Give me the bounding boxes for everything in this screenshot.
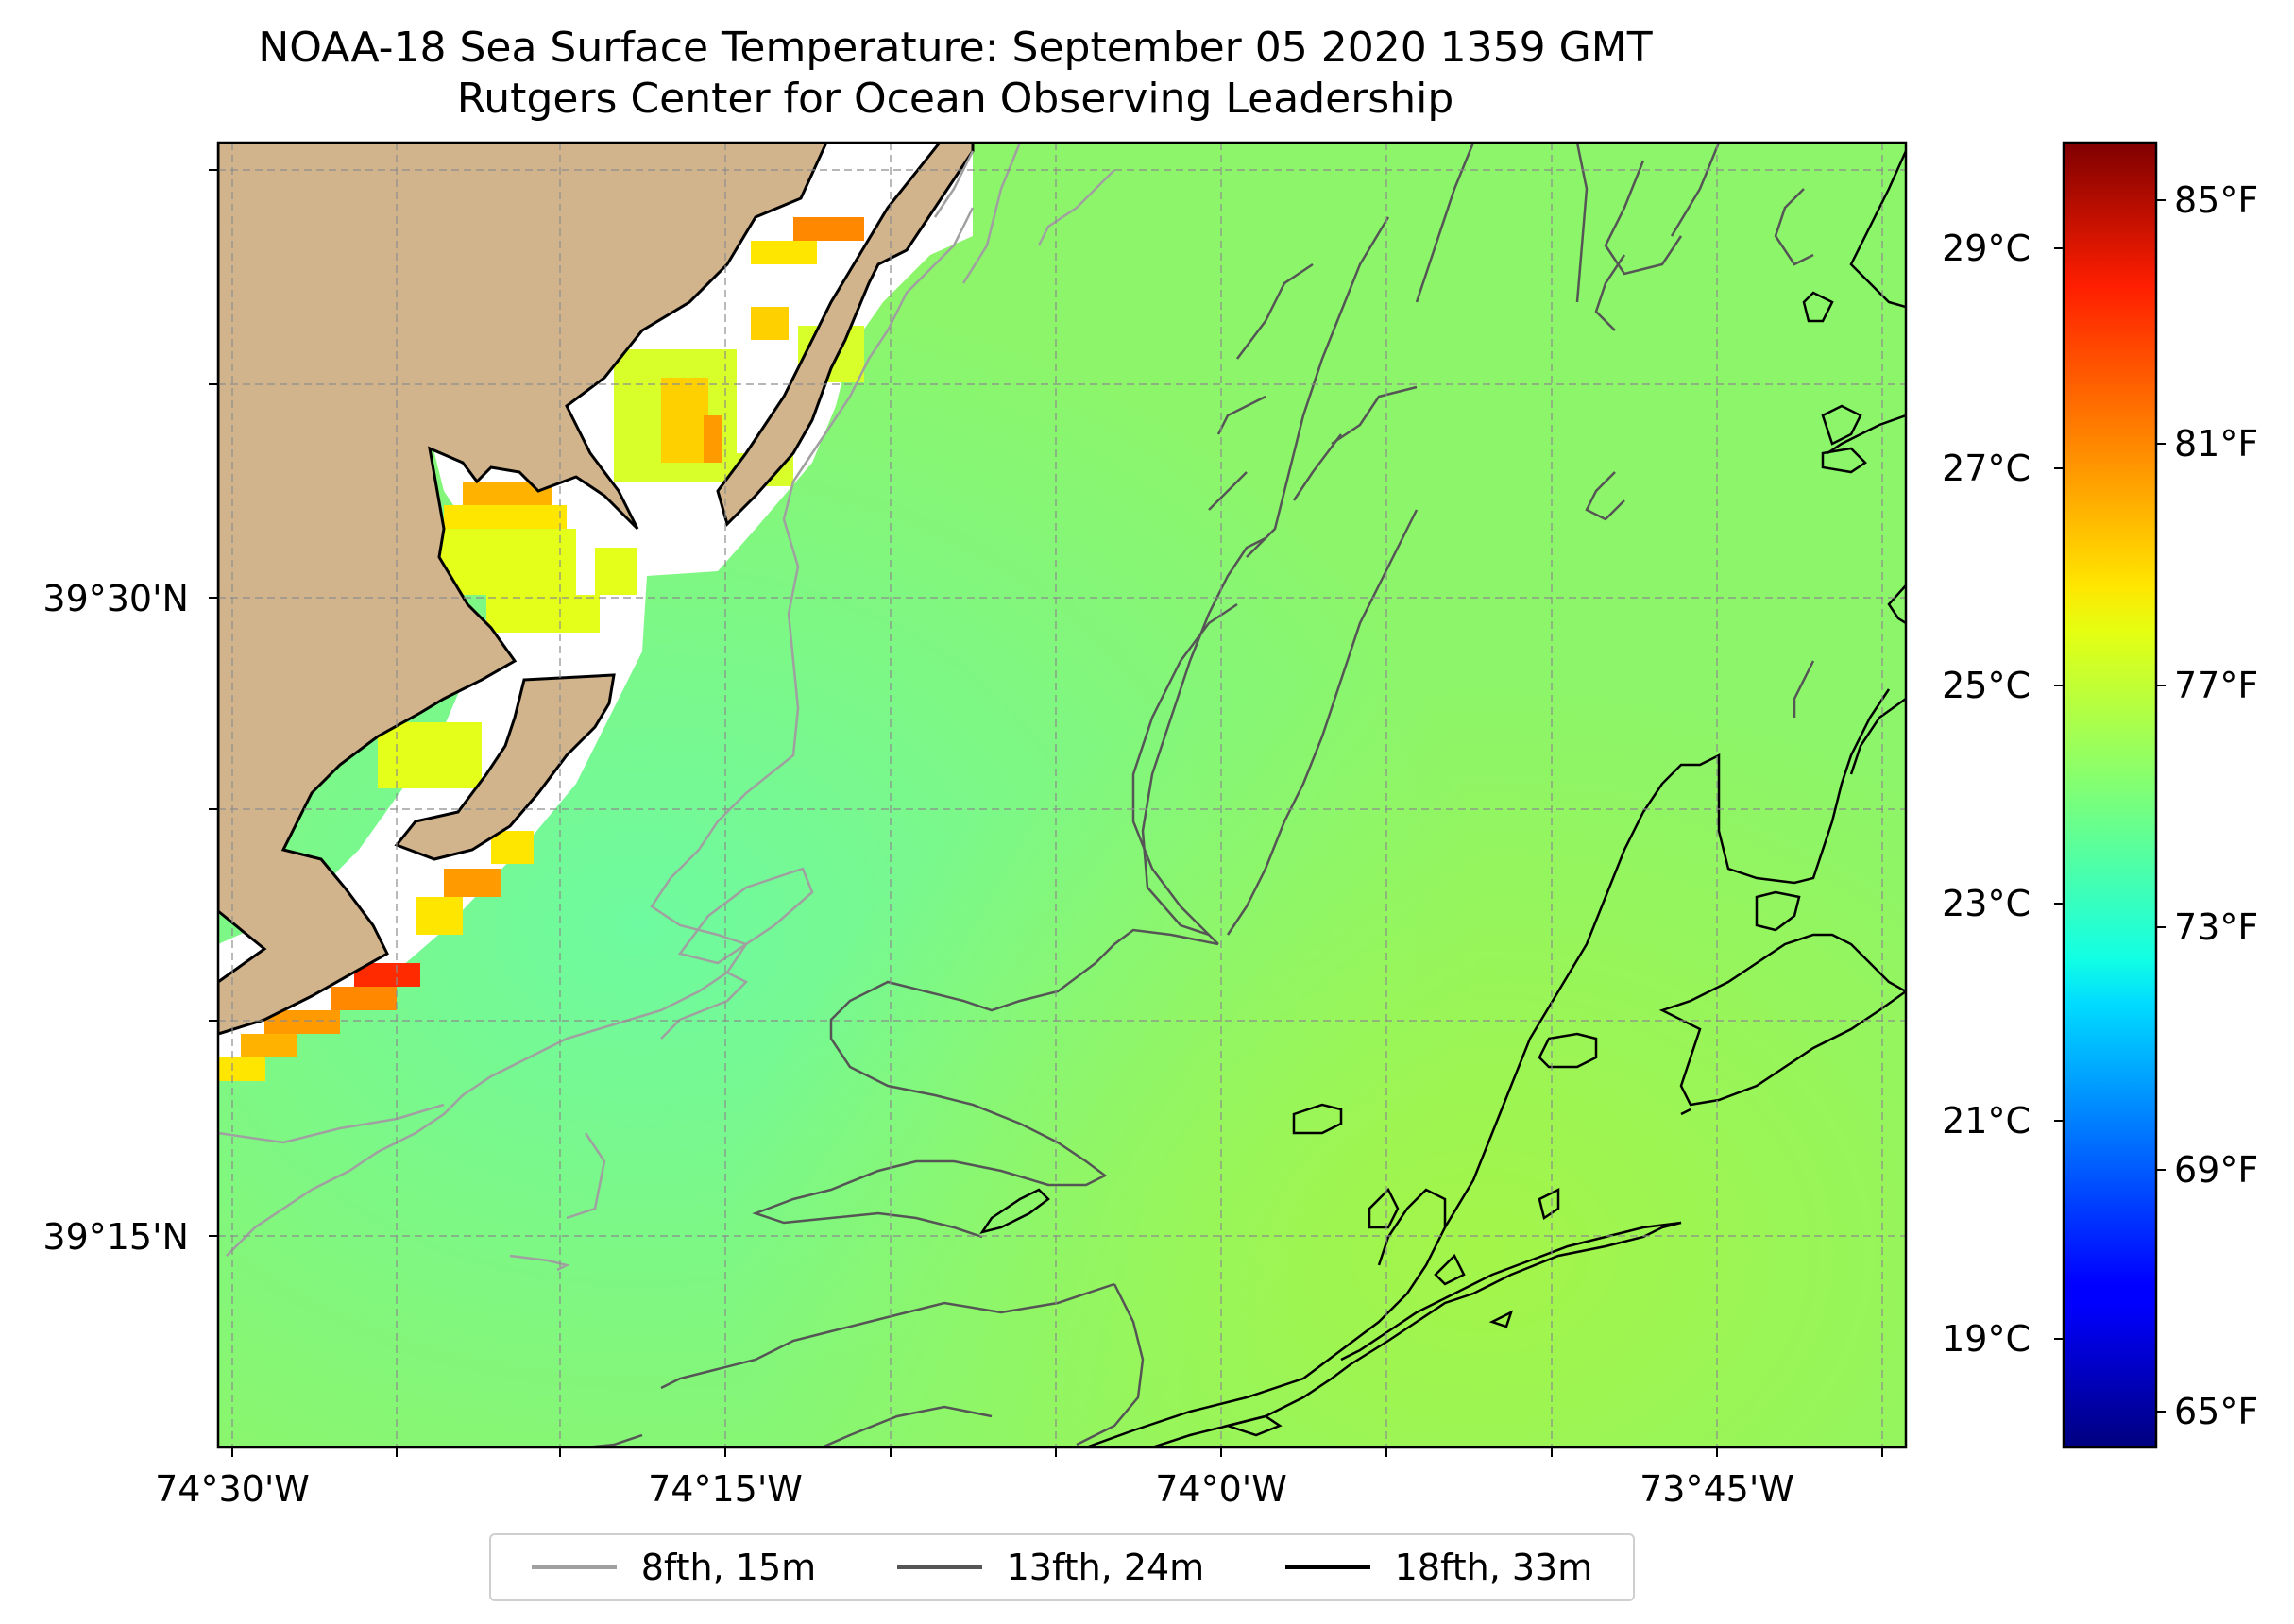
colorbar-f-69: 69°F xyxy=(2174,1149,2258,1191)
legend-label-8fth: 8fth, 15m xyxy=(640,1547,817,1588)
legend-item-13fth: 13fth, 24m xyxy=(896,1547,1205,1588)
lat-label-3930: 39°30'N xyxy=(42,578,189,619)
lon-label-7415: 74°15'W xyxy=(648,1468,803,1510)
legend-label-18fth: 18fth, 33m xyxy=(1394,1547,1593,1588)
colorbar-c-29: 29°C xyxy=(1942,228,2031,269)
legend: 8fth, 15m 13fth, 24m 18fth, 33m xyxy=(489,1533,1635,1601)
colorbar-ticks xyxy=(2054,199,2166,1413)
lat-label-3915: 39°15'N xyxy=(42,1216,189,1258)
lon-label-7345: 73°45'W xyxy=(1640,1468,1794,1510)
contour-13fth xyxy=(585,143,1815,1447)
colorbar xyxy=(2062,141,2158,1449)
contour-18fth xyxy=(979,150,1906,1447)
gridlines xyxy=(218,143,1906,1447)
contour-8fth xyxy=(218,143,1115,1272)
colorbar-c-19: 19°C xyxy=(1942,1318,2031,1360)
colorbar-f-81: 81°F xyxy=(2174,423,2258,465)
colorbar-f-73: 73°F xyxy=(2174,906,2258,948)
chart-subtitle: Rutgers Center for Ocean Observing Leade… xyxy=(456,75,1454,123)
colorbar-c-25: 25°C xyxy=(1942,665,2031,706)
colorbar-c-27: 27°C xyxy=(1942,448,2031,489)
legend-swatch-8fth xyxy=(531,1565,617,1569)
legend-label-13fth: 13fth, 24m xyxy=(1006,1547,1205,1588)
sst-field xyxy=(218,143,1906,1447)
legend-item-8fth: 8fth, 15m xyxy=(531,1547,817,1588)
colorbar-f-85: 85°F xyxy=(2174,179,2258,221)
colorbar-f-65: 65°F xyxy=(2174,1391,2258,1432)
colorbar-c-21: 21°C xyxy=(1942,1100,2031,1142)
legend-swatch-13fth xyxy=(896,1565,982,1569)
colorbar-f-77: 77°F xyxy=(2174,665,2258,706)
axis-ticks xyxy=(209,169,1883,1457)
lon-label-7400: 74°0'W xyxy=(1155,1468,1287,1510)
legend-item-18fth: 18fth, 33m xyxy=(1284,1547,1593,1588)
legend-swatch-18fth xyxy=(1284,1565,1370,1569)
lon-label-7430: 74°30'W xyxy=(155,1468,310,1510)
map-frame xyxy=(216,141,1908,1449)
chart-title: NOAA-18 Sea Surface Temperature: Septemb… xyxy=(258,24,1653,72)
colorbar-c-23: 23°C xyxy=(1942,883,2031,924)
